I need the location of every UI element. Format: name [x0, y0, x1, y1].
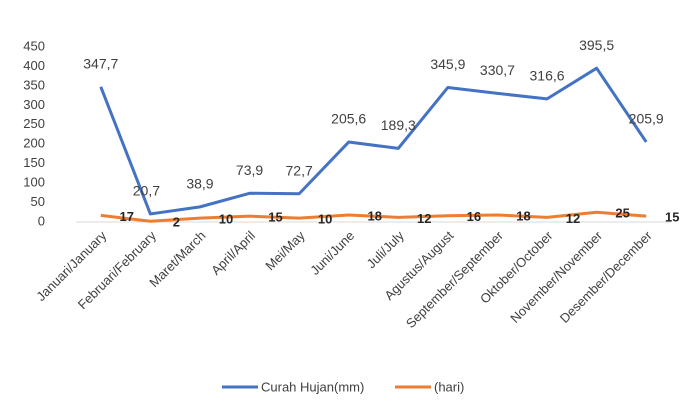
data-label: 73,9: [236, 162, 263, 178]
data-label: 25: [615, 206, 629, 221]
data-label: 205,9: [629, 111, 664, 127]
y-tick-label: 450: [23, 38, 45, 53]
y-tick-label: 100: [23, 175, 45, 190]
x-tick-label: Juli/July: [364, 228, 408, 272]
data-label: 189,3: [381, 117, 416, 133]
data-label: 330,7: [480, 62, 515, 78]
x-tick-label: Mei/May: [262, 228, 308, 274]
data-label: 10: [318, 212, 332, 227]
x-tick-label: April/April: [208, 228, 258, 278]
data-label: 2: [173, 215, 180, 230]
x-tick-label: November/November: [507, 227, 605, 325]
data-label: 16: [467, 209, 481, 224]
y-tick-label: 0: [38, 213, 45, 228]
data-label: 347,7: [83, 55, 118, 71]
y-tick-label: 350: [23, 77, 45, 92]
data-label: 10: [219, 212, 233, 227]
y-tick-label: 50: [31, 194, 45, 209]
data-label: 38,9: [186, 176, 213, 192]
data-label: 18: [367, 208, 381, 223]
data-label: 20,7: [133, 183, 160, 199]
data-label: 12: [566, 211, 580, 226]
data-label: 15: [665, 210, 679, 225]
y-tick-label: 150: [23, 155, 45, 170]
series-line: [99, 66, 648, 216]
data-label: 17: [120, 209, 134, 224]
x-tick-label: Juni/June: [307, 228, 357, 278]
series-line: [100, 210, 647, 223]
x-tick-label: September/September: [403, 227, 507, 331]
legend-label: (hari): [434, 379, 464, 394]
data-label: 12: [417, 211, 431, 226]
data-label: 205,6: [331, 111, 366, 127]
data-label: 18: [516, 208, 530, 223]
y-tick-label: 200: [23, 136, 45, 151]
data-label: 72,7: [286, 162, 313, 178]
data-label: 345,9: [430, 56, 465, 72]
y-tick-label: 250: [23, 116, 45, 131]
data-label: 15: [268, 210, 282, 225]
y-tick-label: 400: [23, 58, 45, 73]
legend-label: Curah Hujan(mm): [261, 379, 364, 394]
x-tick-label: Desember/December: [557, 227, 655, 325]
data-label: 316,6: [530, 68, 565, 84]
y-tick-label: 300: [23, 97, 45, 112]
data-label: 395,5: [579, 37, 614, 53]
